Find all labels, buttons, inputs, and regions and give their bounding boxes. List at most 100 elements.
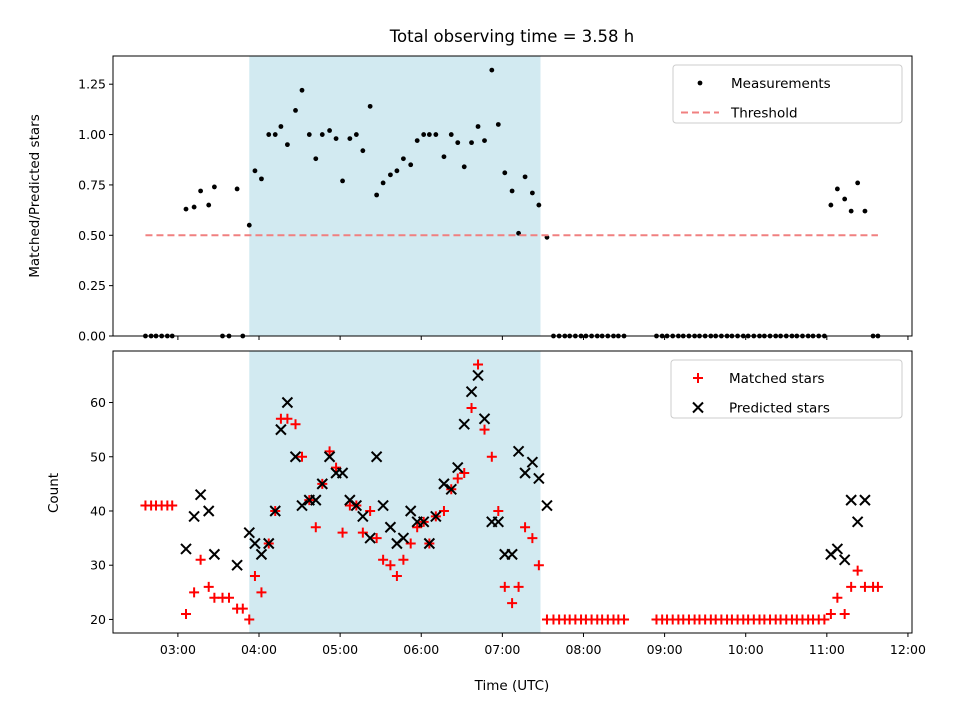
measurement-point — [448, 132, 454, 137]
measurement-point — [394, 168, 400, 174]
matched-star-marker — [244, 614, 255, 625]
bottom-y-tick-label: 50 — [90, 449, 106, 464]
matched-star-marker — [398, 554, 409, 565]
predicted-star-marker — [243, 526, 255, 539]
measurement-point — [367, 103, 373, 109]
measurement-point — [183, 206, 189, 212]
matched-star-marker — [365, 505, 376, 516]
predicted-star-marker — [370, 451, 383, 463]
matched-star-marker — [405, 538, 416, 549]
x-tick-label: 10:00 — [728, 642, 764, 657]
matched-star-marker — [459, 468, 470, 479]
legend-label: Predicted stars — [729, 401, 830, 417]
matched-star-marker — [357, 527, 368, 538]
measurement-point — [433, 132, 439, 137]
predicted-star-marker — [423, 537, 436, 550]
measurement-point — [252, 168, 258, 174]
bottom-observing-interval — [249, 351, 541, 633]
matched-star-marker — [195, 554, 206, 565]
legend-measurement-marker — [697, 80, 703, 86]
top-axes-frame — [112, 55, 913, 337]
bottom-y-axis-label: Count — [46, 473, 62, 513]
matched-star-marker — [310, 522, 321, 533]
matched-star-marker — [527, 533, 538, 544]
predicted-star-marker — [438, 478, 450, 490]
measurement-point — [461, 164, 467, 170]
predicted-star-marker — [831, 543, 844, 555]
predicted-star-marker — [203, 505, 215, 517]
measurement-point — [246, 222, 252, 228]
matched-star-marker — [385, 560, 396, 571]
x-tick-label: 09:00 — [647, 642, 683, 657]
predicted-star-marker — [336, 467, 349, 479]
predicted-star-marker — [310, 494, 322, 506]
matched-star-marker — [825, 609, 836, 620]
legend-predicted-marker — [692, 401, 704, 414]
top-panel: 0.00 0.25 0.50 0.75 1.00 1.25 Measurements Thre… — [78, 55, 913, 344]
matched-star-marker — [473, 359, 484, 370]
top-y-tick-label: 0.00 — [78, 329, 106, 344]
top-observing-interval — [249, 56, 541, 336]
top-y-axis-label: Matched/Predicted stars — [27, 114, 43, 277]
predicted-star-marker — [859, 494, 871, 506]
x-tick-label: 12:00 — [890, 642, 926, 657]
matched-star-marker — [249, 571, 260, 582]
predicted-star-marker — [357, 510, 369, 523]
measurement-point — [360, 148, 366, 154]
x-tick-label: 04:00 — [241, 642, 277, 657]
measurement-point — [259, 176, 264, 182]
predicted-star-marker — [275, 423, 287, 436]
measurement-point — [536, 202, 542, 208]
predicted-star-marker — [445, 483, 457, 495]
predicted-star-marker — [478, 413, 491, 425]
matched-star-marker — [619, 614, 630, 625]
measurement-point — [848, 208, 854, 214]
measurement-point — [855, 180, 861, 186]
bottom-y-tick-label: 40 — [90, 503, 106, 518]
matched-star-marker — [832, 592, 843, 603]
predicted-star-marker — [417, 516, 430, 528]
matched-star-marker — [493, 505, 504, 516]
bottom-legend-box — [670, 359, 903, 419]
top-y-tick-label: 1.00 — [78, 127, 106, 142]
matched-star-marker — [533, 560, 544, 571]
predicted-star-marker — [289, 451, 302, 463]
bottom-axes-frame — [112, 350, 913, 634]
matched-star-marker — [520, 522, 531, 533]
measurement-point — [353, 132, 359, 137]
measurement-point — [313, 156, 319, 162]
matched-star-marker — [181, 609, 192, 620]
measurement-point — [388, 172, 393, 178]
measurement-point — [347, 136, 353, 141]
x-tick-label: 11:00 — [809, 642, 845, 657]
measurement-point — [842, 196, 848, 202]
measurement-point — [340, 178, 345, 184]
matched-star-marker — [223, 592, 234, 603]
measurement-point — [489, 67, 495, 73]
matched-star-marker — [297, 451, 308, 462]
measurement-point — [293, 107, 298, 113]
predicted-star-marker — [323, 451, 336, 463]
predicted-star-marker — [526, 456, 539, 468]
bottom-y-tick-label: 30 — [90, 558, 106, 573]
measurement-point — [211, 184, 217, 190]
predicted-star-marker — [465, 385, 478, 398]
figure-title: Total observing time = 3.58 h — [389, 27, 634, 46]
measurement-point — [529, 190, 535, 196]
predicted-star-marker — [263, 537, 275, 550]
top-y-tick-label: 0.25 — [78, 278, 106, 293]
matched-star-marker — [337, 527, 348, 538]
matched-star-marker — [438, 505, 449, 516]
matched-star-marker — [846, 581, 857, 592]
predicted-star-marker — [208, 548, 221, 561]
predicted-star-marker — [519, 467, 531, 479]
bottom-y-tick-label: 20 — [90, 612, 106, 627]
matched-star-marker — [839, 609, 850, 620]
predicted-star-marker — [472, 369, 484, 382]
measurement-point — [426, 132, 432, 137]
predicted-star-marker — [512, 445, 525, 458]
predicted-star-marker — [845, 494, 857, 506]
predicted-star-marker — [430, 510, 442, 523]
measurement-point — [522, 174, 528, 180]
predicted-star-marker — [384, 521, 397, 533]
